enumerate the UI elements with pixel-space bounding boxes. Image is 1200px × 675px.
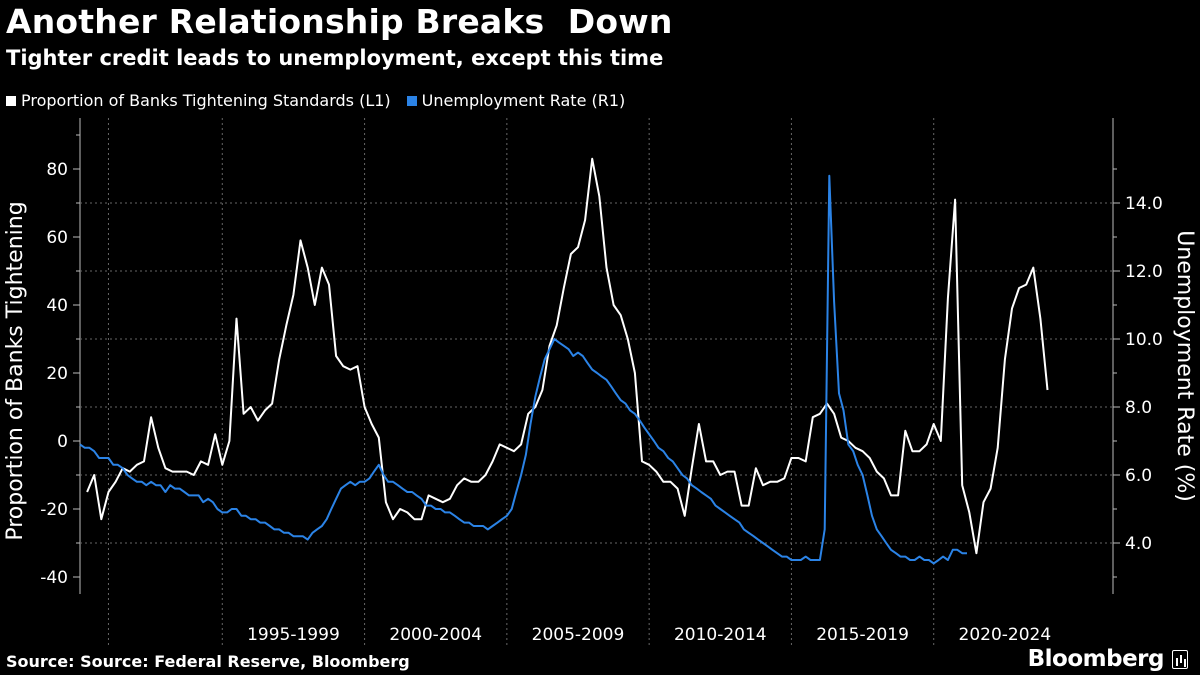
right-tick-label: 10.0	[1125, 330, 1163, 350]
legend-label-tightening: Proportion of Banks Tightening Standards…	[21, 91, 391, 110]
series-line-unemployment	[79, 174, 967, 565]
left-axis-title: Proportion of Banks Tightening	[3, 201, 28, 540]
right-tick-label: 6.0	[1125, 466, 1152, 486]
left-tick-label: 0	[57, 432, 68, 452]
bloomberg-chart-icon	[1172, 649, 1188, 669]
bloomberg-logo: Bloomberg	[1028, 646, 1188, 672]
legend-entry-tightening: Proportion of Banks Tightening Standards…	[6, 91, 391, 110]
right-tick-label: 14.0	[1125, 194, 1163, 214]
x-group-label: 2000-2004	[389, 625, 482, 645]
chart-subtitle: Tighter credit leads to unemployment, ex…	[6, 46, 664, 70]
left-tick-label: -20	[40, 500, 68, 520]
legend-swatch-tightening	[6, 95, 16, 106]
x-group-label: 2010-2014	[674, 625, 767, 645]
left-tick-label: 80	[46, 160, 68, 180]
chart-legend: Proportion of Banks Tightening Standards…	[6, 91, 625, 110]
x-group-label: 2015-2019	[816, 625, 909, 645]
x-group-label: 1995-1999	[247, 625, 340, 645]
legend-entry-unemployment: Unemployment Rate (R1)	[406, 91, 626, 110]
right-tick-label: 4.0	[1125, 534, 1152, 554]
right-tick-label: 12.0	[1125, 262, 1163, 282]
series-line-tightening	[86, 157, 1049, 555]
left-tick-label: -40	[40, 568, 68, 588]
left-tick-label: 20	[46, 364, 68, 384]
left-tick-label: 40	[46, 296, 68, 316]
chart-title: Another Relationship Breaks Down	[6, 2, 673, 41]
legend-swatch-unemployment	[406, 95, 417, 106]
brand-name: Bloomberg	[1027, 646, 1165, 672]
x-group-label: 2020-2024	[959, 625, 1052, 645]
x-group-label: 2005-2009	[532, 625, 625, 645]
right-axis-title: Unemployment Rate (%)	[1172, 230, 1197, 502]
legend-label-unemployment: Unemployment Rate (R1)	[421, 91, 626, 110]
source-note: Source: Source: Federal Reserve, Bloombe…	[6, 652, 410, 671]
left-tick-label: 60	[46, 228, 68, 248]
right-tick-label: 8.0	[1125, 398, 1152, 418]
